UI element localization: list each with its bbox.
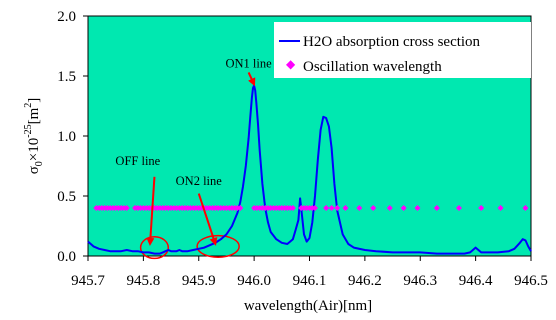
- annotation-arrow: [197, 193, 218, 246]
- legend: H2O absorption cross section ◆ Oscillati…: [274, 22, 531, 78]
- legend-box: [274, 22, 531, 78]
- legend-label-oscillation: Oscillation wavelength: [303, 59, 442, 75]
- series-lines: [87, 84, 532, 255]
- y-tick-label: 0.5: [57, 189, 76, 205]
- annotations: ON1 line OFF line ON2 line: [115, 57, 272, 246]
- x-tick-label: 945.8: [127, 273, 161, 289]
- annotation-arrow: [146, 176, 156, 246]
- y-tick-label: 1.5: [57, 69, 76, 85]
- x-axis-title: wavelength(Air)[nm]: [244, 298, 372, 314]
- data-point: [356, 205, 363, 211]
- annotation-arrow: [247, 71, 256, 87]
- data-point: [497, 205, 504, 211]
- data-point: [478, 205, 485, 211]
- data-point: [522, 205, 529, 211]
- x-tick-label: 946.3: [403, 273, 437, 289]
- series-points: [93, 205, 529, 211]
- data-point: [414, 205, 421, 211]
- annotation-label: ON2 line: [176, 174, 223, 188]
- data-point: [370, 205, 377, 211]
- annotation-label: ON1 line: [225, 57, 272, 71]
- annotation-label: OFF line: [115, 154, 160, 168]
- data-point: [312, 205, 319, 211]
- axes: 945.7 945.8 945.9 946.0 946.1 946.2 946.3 946.4…: [57, 9, 548, 289]
- data-point: [342, 205, 349, 211]
- legend-marker-oscillation: ◆: [286, 57, 296, 71]
- data-point: [456, 205, 463, 211]
- data-point: [386, 205, 393, 211]
- x-tick-label: 945.7: [71, 273, 105, 289]
- highlight-ellipse-1: [196, 234, 240, 258]
- x-tick-label: 945.9: [182, 273, 216, 289]
- y-axis-title: σ0×10-25[m2]: [23, 98, 45, 175]
- data-point: [433, 205, 440, 211]
- y-tick-label: 1.0: [57, 129, 76, 145]
- highlight-ellipses: [139, 234, 240, 260]
- x-tick-label: 946.4: [459, 273, 493, 289]
- y-tick-label: 0.0: [57, 249, 76, 265]
- data-point: [289, 205, 296, 211]
- legend-label-absorption: H2O absorption cross section: [303, 34, 481, 50]
- data-point: [323, 205, 330, 211]
- highlight-ellipse-0: [139, 236, 170, 260]
- x-tick-label: 946.2: [348, 273, 382, 289]
- y-tick-label: 2.0: [57, 9, 76, 25]
- x-tick-label: 946.1: [293, 273, 327, 289]
- series-line-absorption: [87, 84, 532, 255]
- data-point: [237, 205, 244, 211]
- data-point: [400, 205, 407, 211]
- data-point: [334, 205, 341, 211]
- data-point: [328, 205, 335, 211]
- x-tick-label: 946.5: [514, 273, 548, 289]
- data-point: [123, 205, 130, 211]
- x-tick-label: 946.0: [237, 273, 271, 289]
